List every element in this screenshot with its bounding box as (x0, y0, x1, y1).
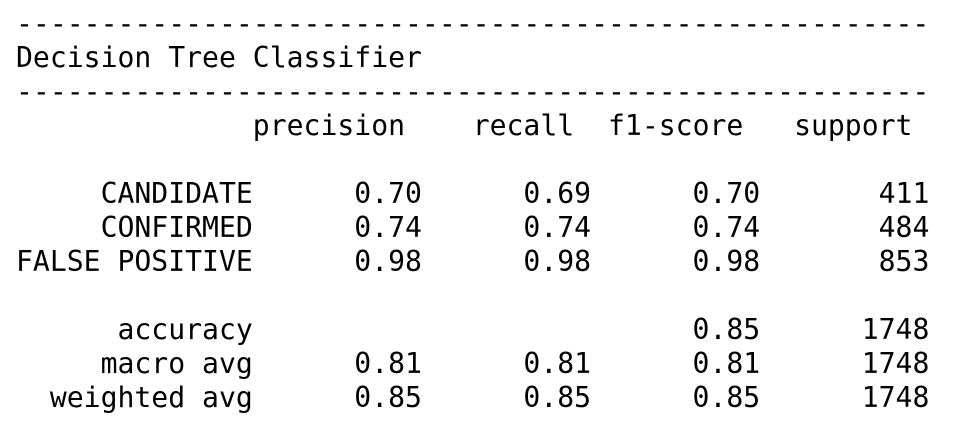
table-row: CONFIRMED 0.74 0.74 0.74 484 (16, 211, 930, 245)
cell-recall: 0.74 (421, 211, 592, 244)
row-label: macro avg (16, 347, 253, 380)
gap (574, 109, 608, 142)
table-row: FALSE POSITIVE 0.98 0.98 0.98 853 (16, 245, 929, 279)
cell-recall (422, 313, 591, 346)
cell-support: 1748 (760, 347, 930, 380)
rule-bottom: ----------------------------------------… (16, 75, 930, 108)
blank-line (16, 279, 929, 313)
row-label: accuracy (16, 313, 253, 346)
cell-f1: 0.85 (591, 313, 761, 346)
row-label: CANDIDATE (16, 177, 253, 210)
report-title: Decision Tree Classifier (16, 41, 422, 74)
cell-precision: 0.70 (252, 177, 422, 210)
table-row: accuracy 0.85 1748 (16, 313, 929, 347)
cell-f1: 0.74 (591, 211, 761, 244)
cell-recall: 0.81 (421, 347, 592, 380)
cell-f1: 0.81 (591, 347, 761, 380)
cell-recall: 0.98 (421, 245, 592, 278)
header-support: support (794, 109, 913, 142)
spacer-header (16, 109, 253, 142)
header-precision: precision (252, 109, 406, 142)
cell-f1: 0.85 (591, 381, 761, 414)
cell-f1: 0.98 (591, 245, 761, 278)
cell-recall: 0.85 (421, 381, 592, 414)
table-row: macro avg 0.81 0.81 0.81 1748 (16, 347, 930, 381)
header-row: precision recall f1-score support (16, 109, 929, 143)
gap (743, 109, 794, 142)
cell-precision: 0.85 (252, 381, 422, 414)
rule-top: ----------------------------------------… (16, 7, 930, 40)
cell-support: 1748 (760, 381, 930, 414)
table-row: CANDIDATE 0.70 0.69 0.70 411 (16, 177, 930, 211)
classification-report: ----------------------------------------… (16, 7, 929, 415)
row-label: weighted avg (16, 381, 253, 414)
cell-precision (253, 313, 422, 346)
cell-support: 411 (760, 177, 930, 210)
cell-recall: 0.69 (421, 177, 592, 210)
row-label: CONFIRMED (16, 211, 253, 244)
gap (405, 109, 473, 142)
cell-precision: 0.98 (252, 245, 422, 278)
table-row: weighted avg 0.85 0.85 0.85 1748 (16, 381, 930, 415)
header-recall: recall (472, 109, 575, 142)
cell-precision: 0.81 (252, 347, 422, 380)
blank-line (16, 143, 929, 177)
cell-support: 853 (760, 245, 930, 278)
row-label: FALSE POSITIVE (16, 245, 253, 278)
cell-f1: 0.70 (591, 177, 761, 210)
header-f1-score: f1-score (608, 109, 744, 142)
cell-support: 1748 (760, 313, 930, 346)
cell-precision: 0.74 (252, 211, 422, 244)
cell-support: 484 (760, 211, 930, 244)
